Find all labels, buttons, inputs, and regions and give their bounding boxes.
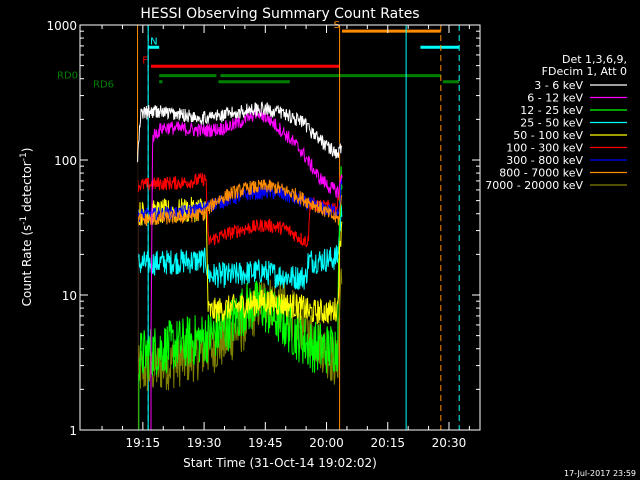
status-bar-label-n: N (150, 36, 157, 47)
status-bar-label-f: F (142, 55, 148, 66)
legend-entry-label: 800 - 7000 keV (499, 167, 583, 180)
y-tick-label: 1000 (46, 19, 77, 33)
series-line (137, 179, 343, 430)
legend-entry-label: 50 - 100 keV (513, 129, 583, 142)
plot-frame (79, 24, 481, 431)
legend-header: FDecim 1, Att 0 (542, 65, 627, 78)
chart-title: HESSI Observing Summary Count Rates (140, 6, 419, 22)
footer-date: 17-Jul-2017 23:59 (564, 469, 636, 478)
status-bar-label-s: S (334, 20, 340, 31)
series-line (137, 204, 343, 430)
x-tick-label: 19:30 (187, 436, 222, 450)
x-tick-label: 19:45 (248, 436, 283, 450)
y-tick-label: 100 (54, 154, 77, 168)
x-tick-label: 20:15 (370, 436, 405, 450)
y-label-main: Count Rate (s (20, 225, 34, 307)
legend-entry-label: 3 - 6 keV (534, 79, 583, 92)
status-bar-label-rd6: RD6 (93, 80, 114, 91)
legend-entry-label: 300 - 800 keV (506, 154, 583, 167)
y-label-sup1: -1 (19, 216, 29, 225)
y-label-end: ) (20, 148, 34, 153)
legend-entry-label: 25 - 50 keV (520, 117, 583, 130)
series-line (150, 106, 343, 430)
x-tick-label: 20:30 (432, 436, 467, 450)
x-tick-label: 20:00 (309, 436, 344, 450)
legend-entry-label: 12 - 25 keV (520, 104, 583, 117)
y-tick-label: 10 (62, 289, 77, 303)
y-label-mid: detector (20, 161, 34, 216)
status-bar-label-rd0: RD0 (57, 71, 78, 82)
x-tick-label: 19:15 (126, 436, 161, 450)
x-axis-label: Start Time (31-Oct-14 19:02:02) (183, 456, 377, 470)
y-axis-label: Count Rate (s-1 detector-1) (19, 148, 34, 307)
legend-entry-label: 100 - 300 keV (506, 142, 583, 155)
y-label-sup2: -1 (19, 152, 29, 161)
series-line (138, 166, 343, 430)
series-line (137, 196, 343, 430)
series-line (137, 171, 342, 430)
legend-entry-label: 6 - 12 keV (527, 92, 583, 105)
series-line-3-6kev (137, 101, 343, 163)
legend-header: Det 1,3,6,9, (562, 53, 627, 66)
legend-entry-label: 7000 - 20000 keV (485, 179, 583, 192)
y-tick-label: 1 (69, 424, 77, 438)
